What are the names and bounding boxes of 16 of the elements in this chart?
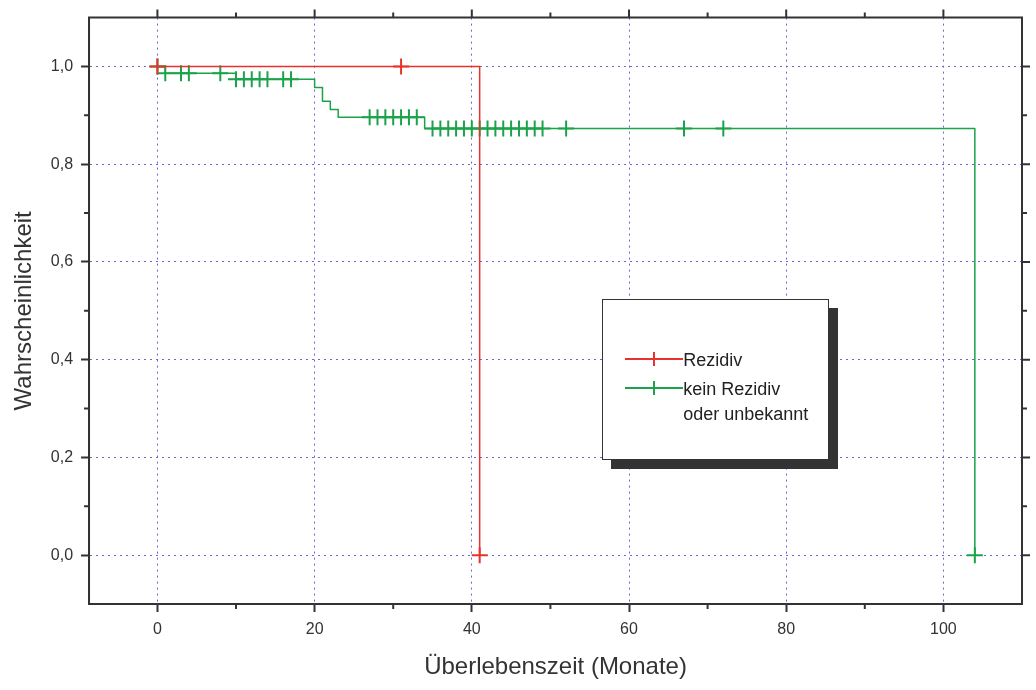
legend-label: Rezidiv bbox=[683, 349, 743, 373]
x-axis-title: Überlebenszeit (Monate) bbox=[424, 652, 687, 680]
x-tick-label: 0 bbox=[152, 620, 162, 638]
x-tick-label: 80 bbox=[777, 620, 796, 638]
x-tick-label: 40 bbox=[462, 620, 481, 638]
y-tick-label: 1,0 bbox=[50, 56, 74, 74]
y-tick-label: 0,6 bbox=[50, 252, 74, 270]
y-axis-title: Wahrscheinlichkeit bbox=[9, 210, 37, 411]
legend-label: kein Rezidiv oder unbekannt bbox=[683, 378, 809, 427]
x-tick-label: 20 bbox=[305, 620, 324, 638]
x-tick-label: 100 bbox=[930, 620, 957, 638]
x-tick-label: 60 bbox=[620, 620, 639, 638]
y-tick-label: 0,2 bbox=[50, 447, 74, 465]
y-tick-label: 0,4 bbox=[50, 350, 74, 368]
y-tick-label: 0,0 bbox=[50, 545, 74, 563]
y-tick-label: 0,8 bbox=[50, 154, 74, 172]
